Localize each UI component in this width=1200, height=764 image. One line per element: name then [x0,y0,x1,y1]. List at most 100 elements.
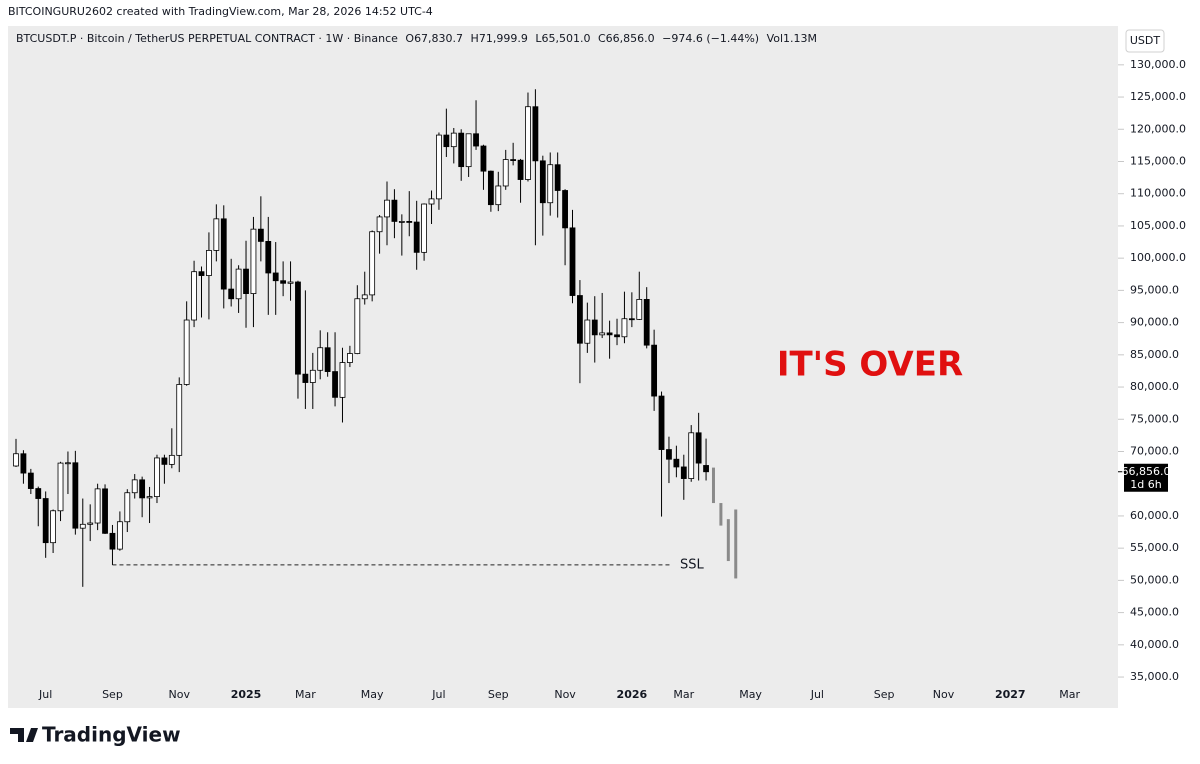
plot-background [8,26,1118,708]
tradingview-logo: TradingView [10,723,181,747]
x-tick-label: Jul [810,688,824,701]
candle-body [539,160,546,204]
last-price-box [1124,463,1168,492]
candle-body [354,298,361,354]
x-tick-label: 2026 [617,688,648,701]
candle-body [517,159,524,180]
candle-body [213,218,220,251]
ohlc-value: 67,830.7 [414,32,463,45]
candle-body [658,395,665,450]
candle-body [332,371,338,398]
x-tick-label: Mar [673,688,694,701]
candle-body [547,164,554,204]
candle-body [591,319,598,336]
candle-body [79,523,86,529]
candle-body [391,199,398,222]
y-tick-label: 95,000.0 [1130,283,1179,296]
x-tick-label: Nov [933,688,955,701]
candle-body [13,453,19,467]
candle-body [525,106,531,180]
candle-body [487,170,494,206]
last-price-label: 66,856.0 [1122,465,1171,478]
candle-body [87,522,94,525]
candle-body [465,133,472,168]
candle-body [532,106,539,162]
candle-body [510,159,517,161]
candle-body [562,190,568,229]
x-tick-label: 2027 [995,688,1026,701]
candle-body [606,332,613,336]
candle-body [154,457,160,497]
candle-body [272,272,279,282]
candle-body [109,532,116,550]
y-tick-label: 55,000.0 [1130,541,1179,554]
projection-bar [711,467,715,504]
y-tick-label: 120,000.0 [1130,122,1186,135]
candle-body [614,334,620,338]
candle-body [502,159,509,187]
candle-body [102,488,108,534]
ohlc-key: O [405,32,414,45]
candle-body [406,221,413,223]
candle-body [183,319,190,385]
candle-body [643,298,650,346]
x-tick-label: Jul [38,688,52,701]
candle-body [124,492,131,523]
candle-body [688,432,695,479]
candle-body [695,432,702,464]
y-tick-label: 90,000.0 [1130,316,1179,329]
symbol: BTCUSDT.P · Bitcoin / TetherUS PERPETUAL… [16,32,398,45]
y-tick-label: 75,000.0 [1130,412,1179,425]
candle-body [50,510,56,544]
candle-body [458,132,465,168]
candle-body [317,347,324,371]
x-tick-label: 2025 [231,688,262,701]
candle-body [295,281,301,375]
x-tick-label: May [739,688,762,701]
candle-body [243,268,249,295]
currency-button[interactable] [1125,29,1165,53]
y-tick-label: 50,000.0 [1130,573,1179,586]
candle-body [206,250,212,276]
x-tick-label: Nov [169,688,191,701]
candle-body [480,145,487,172]
y-tick-label: 60,000.0 [1130,509,1179,522]
candle-body [384,199,390,218]
candle-body [398,221,405,223]
candle-body [651,344,658,397]
ohlc-key: L [535,32,542,45]
candle-body [57,462,64,512]
y-tick-label: 100,000.0 [1130,251,1186,264]
candle-body [436,134,442,200]
ohlc-key: H [471,32,479,45]
annotation: IT'S OVER [777,345,963,385]
candle-body [146,496,153,499]
y-tick-label: 125,000.0 [1130,90,1186,103]
ohlc-value: 71,999.9 [479,32,528,45]
ohlc-value: 65,501.0 [541,32,590,45]
x-tick-label: May [361,688,384,701]
volume: Vol1.13M [767,32,817,45]
candle-body [265,240,272,274]
candle-body [139,479,146,499]
x-tick-label: Nov [554,688,576,701]
credit: BITCOINGURU2602 created with TradingView… [8,5,433,18]
candle-body [443,134,450,148]
candle-body [369,231,376,296]
x-tick-label: Sep [102,688,123,701]
x-tick-label: Jul [431,688,445,701]
candle-body [413,221,420,253]
candle-body [20,453,27,474]
candle-body [346,353,353,363]
candle-body [628,318,635,321]
candle-body [584,319,591,344]
y-tick-label: 105,000.0 [1130,219,1186,232]
candle-body [257,228,264,242]
candle-body [473,133,479,147]
candle-body [220,218,227,290]
currency-label: USDT [1130,34,1161,47]
candle-body [621,318,628,338]
candle-body [250,228,257,294]
candle-body [280,280,287,284]
